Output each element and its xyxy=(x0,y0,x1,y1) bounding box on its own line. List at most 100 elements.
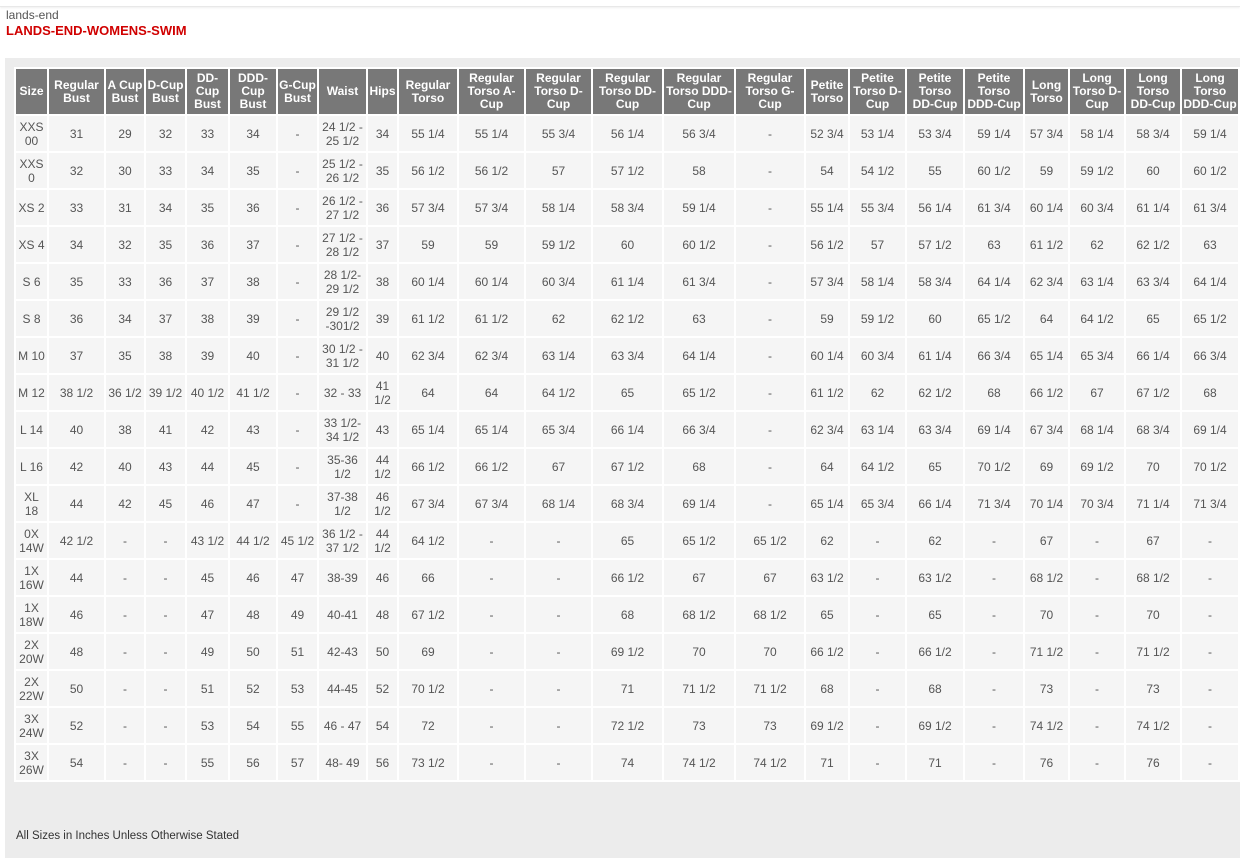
measurement-cell: 63 1/2 xyxy=(907,560,963,595)
measurement-cell: 45 1/2 xyxy=(278,523,317,558)
measurement-cell: 73 xyxy=(736,708,804,743)
measurement-cell: 42-43 xyxy=(319,634,366,669)
measurement-cell: 70 xyxy=(736,634,804,669)
measurement-cell: 54 xyxy=(230,708,276,743)
measurement-cell: 60 3/4 xyxy=(850,338,905,373)
measurement-cell: - xyxy=(278,486,317,521)
measurement-cell: 48- 49 xyxy=(319,745,366,780)
measurement-cell: - xyxy=(1182,745,1238,780)
measurement-cell: 62 3/4 xyxy=(806,412,848,447)
measurement-cell: 69 1/2 xyxy=(1070,449,1124,484)
measurement-cell: 63 3/4 xyxy=(593,338,662,373)
measurement-cell: 55 1/4 xyxy=(459,116,524,151)
size-cell: S 8 xyxy=(16,301,47,336)
measurement-cell: - xyxy=(850,634,905,669)
measurement-cell: 65 1/4 xyxy=(459,412,524,447)
column-header: Regular Bust xyxy=(49,69,104,114)
measurement-cell: 64 1/4 xyxy=(965,264,1023,299)
measurement-cell: 73 1/2 xyxy=(399,745,457,780)
measurement-cell: 62 1/2 xyxy=(907,375,963,410)
measurement-cell: 64 1/2 xyxy=(526,375,591,410)
measurement-cell: 66 1/4 xyxy=(907,486,963,521)
measurement-cell: 60 1/2 xyxy=(1182,153,1238,188)
measurement-cell: 67 xyxy=(1070,375,1124,410)
table-row: XS 2 33 31 34 35 36-26 1/2 - 27 1/2 36 57 3/4 57… xyxy=(16,190,1238,225)
column-header: Long Torso DDD-Cup xyxy=(1182,69,1238,114)
header-row: Size Regular Bust A Cup Bust D-Cup Bust DD-C… xyxy=(16,69,1238,114)
measurement-cell: 69 1/2 xyxy=(593,634,662,669)
measurement-cell: 59 xyxy=(459,227,524,262)
size-cell: XL 18 xyxy=(16,486,47,521)
measurement-cell: 40 xyxy=(49,412,104,447)
measurement-cell: 68 1/2 xyxy=(1126,560,1180,595)
size-cell: 1X 18W xyxy=(16,597,47,632)
measurement-cell: - xyxy=(278,449,317,484)
measurement-cell: - xyxy=(850,597,905,632)
measurement-cell: 76 xyxy=(1025,745,1068,780)
measurement-cell: 32 - 33 xyxy=(319,375,366,410)
measurement-cell: 69 1/2 xyxy=(806,708,848,743)
measurement-cell: - xyxy=(459,634,524,669)
measurement-cell: 56 3/4 xyxy=(664,116,734,151)
measurement-cell: - xyxy=(106,560,144,595)
measurement-cell: 44-45 xyxy=(319,671,366,706)
page-title: LANDS-END-WOMENS-SWIM xyxy=(6,23,187,38)
measurement-cell: - xyxy=(278,412,317,447)
measurement-cell: 35 xyxy=(146,227,185,262)
measurement-cell: 61 1/2 xyxy=(806,375,848,410)
measurement-cell: - xyxy=(1070,708,1124,743)
measurement-cell: - xyxy=(459,560,524,595)
measurement-cell: - xyxy=(850,671,905,706)
measurement-cell: 57 xyxy=(278,745,317,780)
measurement-cell: 45 xyxy=(230,449,276,484)
measurement-cell: 68 1/2 xyxy=(664,597,734,632)
measurement-cell: 36 xyxy=(146,264,185,299)
measurement-cell: 65 xyxy=(593,523,662,558)
measurement-cell: 73 xyxy=(664,708,734,743)
measurement-cell: 66 3/4 xyxy=(965,338,1023,373)
table-row: XXS 0 32 30 33 34 35-25 1/2 - 26 1/2 35 56 1/2 5… xyxy=(16,153,1238,188)
measurement-cell: - xyxy=(850,745,905,780)
measurement-cell: 51 xyxy=(278,634,317,669)
measurement-cell: 42 xyxy=(187,412,228,447)
measurement-cell: 52 xyxy=(49,708,104,743)
measurement-cell: 31 xyxy=(106,190,144,225)
measurement-cell: 33 1/2- 34 1/2 xyxy=(319,412,366,447)
measurement-cell: 51 xyxy=(187,671,228,706)
measurement-cell: 56 1/2 xyxy=(459,153,524,188)
measurement-cell: 70 xyxy=(1126,449,1180,484)
measurement-cell: 34 xyxy=(230,116,276,151)
measurement-cell: 62 3/4 xyxy=(459,338,524,373)
size-cell: 3X 24W xyxy=(16,708,47,743)
measurement-cell: - xyxy=(736,190,804,225)
measurement-cell: 50 xyxy=(230,634,276,669)
measurement-cell: - xyxy=(1070,560,1124,595)
measurement-cell: 40 xyxy=(230,338,276,373)
measurement-cell: 67 1/2 xyxy=(593,449,662,484)
measurement-cell: 35 xyxy=(187,190,228,225)
measurement-cell: 47 xyxy=(230,486,276,521)
table-row: S 8 36 34 37 38 39-29 1/2 -301/2 39 61 1/2 61 1/… xyxy=(16,301,1238,336)
size-cell: S 6 xyxy=(16,264,47,299)
footnote: All Sizes in Inches Unless Otherwise Sta… xyxy=(16,830,240,842)
measurement-cell: 32 xyxy=(106,227,144,262)
measurement-cell: 74 1/2 xyxy=(1025,708,1068,743)
measurement-cell: 64 1/4 xyxy=(1182,264,1238,299)
measurement-cell: 40 1/2 xyxy=(187,375,228,410)
measurement-cell: 60 1/4 xyxy=(459,264,524,299)
measurement-cell: 60 xyxy=(593,227,662,262)
table-row: M 10 37 35 38 39 40-30 1/2 - 31 1/2 40 62 3/4 62… xyxy=(16,338,1238,373)
measurement-cell: 40-41 xyxy=(319,597,366,632)
measurement-cell: 71 1/2 xyxy=(664,671,734,706)
measurement-cell: 62 xyxy=(806,523,848,558)
measurement-cell: 68 xyxy=(1182,375,1238,410)
measurement-cell: - xyxy=(736,338,804,373)
measurement-cell: - xyxy=(1182,523,1238,558)
measurement-cell: - xyxy=(526,597,591,632)
measurement-cell: 57 3/4 xyxy=(806,264,848,299)
measurement-cell: 52 xyxy=(230,671,276,706)
column-header: Regular Torso DDD-Cup xyxy=(664,69,734,114)
column-header: Petite Torso DD-Cup xyxy=(907,69,963,114)
measurement-cell: - xyxy=(278,375,317,410)
measurement-cell: 35-36 1/2 xyxy=(319,449,366,484)
